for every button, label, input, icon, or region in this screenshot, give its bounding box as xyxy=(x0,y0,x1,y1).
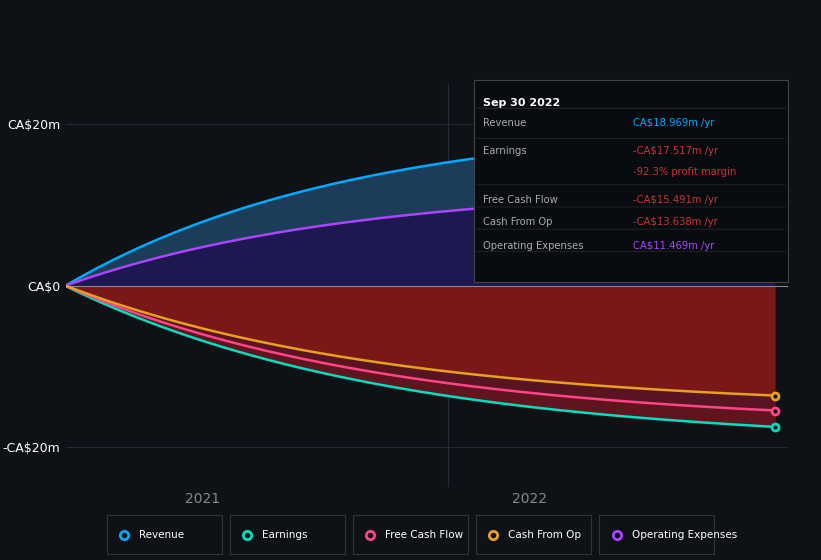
Text: CA$11.469m /yr: CA$11.469m /yr xyxy=(633,241,714,251)
Text: -CA$15.491m /yr: -CA$15.491m /yr xyxy=(633,195,718,205)
Text: -CA$17.517m /yr: -CA$17.517m /yr xyxy=(633,147,718,156)
Text: Cash From Op: Cash From Op xyxy=(508,530,581,540)
Text: Revenue: Revenue xyxy=(139,530,184,540)
Text: Earnings: Earnings xyxy=(262,530,308,540)
Text: Revenue: Revenue xyxy=(483,118,526,128)
FancyBboxPatch shape xyxy=(474,80,788,282)
Text: Sep 30 2022: Sep 30 2022 xyxy=(483,98,560,108)
Text: Earnings: Earnings xyxy=(483,147,526,156)
Text: -92.3% profit margin: -92.3% profit margin xyxy=(633,167,736,176)
Text: Free Cash Flow: Free Cash Flow xyxy=(385,530,463,540)
Text: CA$18.969m /yr: CA$18.969m /yr xyxy=(633,118,714,128)
Text: Operating Expenses: Operating Expenses xyxy=(631,530,736,540)
Text: Free Cash Flow: Free Cash Flow xyxy=(483,195,557,205)
Text: Cash From Op: Cash From Op xyxy=(483,217,552,227)
Text: Operating Expenses: Operating Expenses xyxy=(483,241,583,251)
Text: -CA$13.638m /yr: -CA$13.638m /yr xyxy=(633,217,718,227)
